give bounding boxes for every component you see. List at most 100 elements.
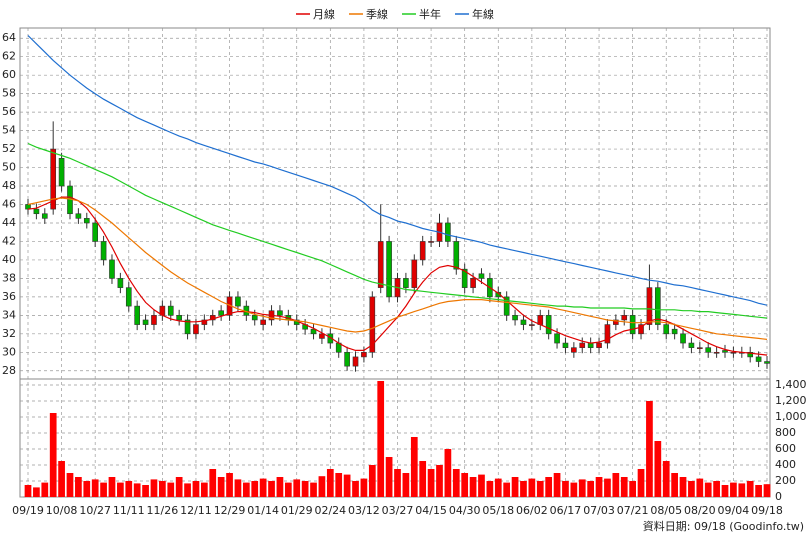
volume-bar	[654, 441, 662, 497]
candle-body	[100, 241, 107, 261]
volume-bar	[721, 485, 729, 497]
candle-body	[50, 148, 57, 210]
volume-bar	[662, 461, 670, 497]
volume-bar	[259, 478, 267, 497]
x-tick-label: 10/27	[79, 504, 111, 517]
volume-bar	[511, 477, 519, 497]
volume-bar	[704, 482, 712, 497]
volume-bar	[671, 473, 678, 497]
x-tick-label: 09/04	[718, 504, 750, 517]
volume-bar	[394, 469, 401, 497]
legend-label: 月線	[313, 7, 335, 21]
volume-bar	[461, 473, 469, 497]
volume-bar	[520, 481, 527, 497]
candle-body	[386, 241, 392, 298]
y2-tick-label: 800	[775, 426, 796, 439]
volume-bar	[142, 485, 149, 497]
x-tick-label: 01/14	[247, 504, 279, 517]
volume-bar	[293, 479, 301, 497]
candle-body	[419, 241, 426, 261]
x-tick-label: 07/21	[617, 504, 649, 517]
volume-bar	[58, 461, 65, 497]
x-tick-label: 12/11	[180, 504, 212, 517]
candle-body	[428, 241, 434, 243]
y2-tick-label: 1,400	[775, 378, 807, 391]
volume-bar	[629, 481, 636, 497]
x-tick-label: 04/30	[449, 504, 481, 517]
volume-bar	[66, 473, 74, 497]
candle-body	[117, 278, 124, 288]
candle-body	[176, 315, 182, 321]
candle-body	[571, 347, 577, 353]
footer: 資料日期: 09/18 (Goodinfo.tw)	[643, 519, 804, 533]
candle-body	[319, 333, 325, 339]
volume-bar	[310, 482, 317, 497]
y-tick-label: 36	[2, 290, 16, 303]
volume-bar	[33, 487, 40, 497]
candle-body	[184, 319, 191, 335]
candle-body	[377, 241, 384, 288]
volume-bar	[352, 481, 359, 497]
candle-body	[33, 208, 40, 215]
candle-body	[92, 222, 99, 242]
candle-body	[696, 347, 703, 349]
volume-bar	[730, 482, 737, 497]
volume-bar	[175, 477, 183, 497]
volume-bar	[377, 381, 385, 497]
x-tick-label: 06/17	[550, 504, 582, 517]
volume-bar	[335, 473, 343, 497]
y-tick-label: 38	[2, 271, 16, 284]
y-tick-label: 30	[2, 345, 16, 358]
volume-bar	[41, 482, 49, 497]
legend: 月線 季線 半年 年線	[296, 7, 494, 21]
candle-body	[453, 241, 460, 270]
candle-body	[587, 342, 594, 348]
y-tick-label: 46	[2, 198, 16, 211]
volume-bar	[503, 482, 511, 497]
x-tick-label: 11/11	[113, 504, 145, 517]
candle-body	[75, 213, 82, 219]
x-tick-label: 08/20	[684, 504, 716, 517]
volume-bar	[536, 481, 544, 497]
candle-body	[755, 356, 762, 362]
volume-bar	[763, 484, 771, 497]
candle-body	[344, 351, 350, 367]
volume-bar	[469, 477, 477, 497]
volume-bar	[713, 481, 720, 497]
candle-body	[83, 218, 90, 224]
x-tick-label: 08/05	[650, 504, 682, 517]
candle-body	[193, 324, 199, 335]
candle-body	[109, 259, 115, 279]
candle-body	[713, 351, 720, 354]
legend-label: 半年	[419, 7, 441, 21]
volume-bar	[49, 413, 57, 497]
x-tick-label: 10/08	[46, 504, 78, 517]
candle-body	[445, 222, 451, 242]
candle-body	[125, 287, 132, 307]
candle-body	[638, 324, 644, 335]
y-tick-label: 58	[2, 87, 16, 100]
candle-body	[671, 328, 678, 335]
candle-body	[596, 342, 602, 348]
volume-bar	[108, 477, 116, 497]
volume-bar	[125, 481, 133, 497]
candle-body	[201, 319, 208, 325]
y-tick-label: 64	[2, 31, 16, 44]
volume-bar	[150, 479, 158, 497]
volume-bar	[595, 477, 603, 497]
y-tick-label: 34	[2, 308, 16, 321]
volume-bar	[217, 477, 225, 497]
volume-bar	[301, 481, 309, 497]
candle-body	[361, 351, 367, 358]
candle-body	[495, 291, 502, 298]
volume-bar	[637, 469, 645, 497]
candle-body	[688, 342, 695, 348]
candle-body	[167, 305, 174, 316]
volume-bar	[360, 478, 368, 497]
candle-body	[352, 356, 359, 367]
x-tick-label: 09/19	[12, 504, 44, 517]
y-tick-label: 54	[2, 124, 16, 137]
candle-body	[663, 324, 670, 335]
legend-item: 半年	[402, 7, 441, 21]
